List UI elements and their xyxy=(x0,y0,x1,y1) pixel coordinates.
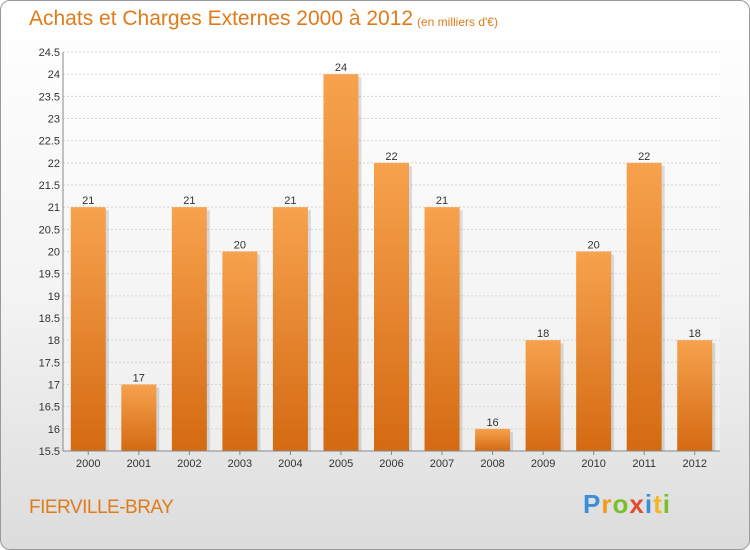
bar-value-label: 20 xyxy=(234,240,246,252)
bar-2003 xyxy=(222,251,258,451)
x-tick-label: 2006 xyxy=(379,458,403,470)
x-tick-label: 2004 xyxy=(278,458,302,470)
logo-letter: P xyxy=(583,489,602,519)
x-tick-label: 2005 xyxy=(329,458,353,470)
bar-value-label: 21 xyxy=(436,195,448,207)
logo-letter: x xyxy=(629,489,645,519)
bar-value-label: 18 xyxy=(537,328,549,340)
bar-2011 xyxy=(626,162,662,452)
bar-value-label: 22 xyxy=(638,151,650,163)
bar-2008 xyxy=(475,428,511,451)
y-tick-label: 24.5 xyxy=(39,47,60,59)
logo-letter: o xyxy=(612,489,630,519)
bar-value-label: 20 xyxy=(588,240,600,252)
bar-2002 xyxy=(171,207,207,451)
bar-2005 xyxy=(323,74,359,452)
y-axis-ticks: 15.5 16 16.5 17 17.5 18 18.5 19 19.5 20 20.5 21 21.5… xyxy=(39,47,60,458)
logo-letter: i xyxy=(644,489,654,519)
bar-2006 xyxy=(374,162,409,452)
y-tick-label: 22.5 xyxy=(39,136,60,148)
y-tick-label: 17.5 xyxy=(39,357,60,369)
bar-value-label: 17 xyxy=(133,373,145,385)
bar-value-label: 22 xyxy=(385,151,397,163)
y-tick-label: 18.5 xyxy=(39,313,60,325)
bar-value-label: 21 xyxy=(183,195,195,207)
y-tick-label: 22 xyxy=(48,158,60,170)
bar-2012 xyxy=(677,340,713,451)
x-tick-label: 2001 xyxy=(127,458,151,470)
y-tick-label: 23.5 xyxy=(39,91,60,103)
bar-2000 xyxy=(70,207,106,451)
x-tick-label: 2008 xyxy=(480,458,504,470)
y-tick-label: 23 xyxy=(48,114,60,126)
x-tick-label: 2010 xyxy=(581,458,605,470)
bar-value-label: 18 xyxy=(689,328,701,340)
x-tick-label: 2012 xyxy=(682,458,706,470)
x-tick-label: 2009 xyxy=(531,458,555,470)
chart-unit: (en milliers d'€) xyxy=(417,15,498,29)
y-tick-label: 20 xyxy=(48,247,60,259)
y-tick-label: 21.5 xyxy=(39,180,60,192)
y-tick-label: 21 xyxy=(48,202,60,214)
bar-2001 xyxy=(121,384,157,451)
bar-value-label: 21 xyxy=(284,195,296,207)
x-axis-ticks: 2000 2001 2002 2003 2004 2005 2006 2007 2008 2009… xyxy=(76,451,707,470)
x-tick-label: 2003 xyxy=(228,458,252,470)
proxiti-logo: Proxiti xyxy=(583,489,671,520)
y-tick-label: 18 xyxy=(48,335,60,347)
y-tick-label: 24 xyxy=(48,69,60,81)
bar-value-label: 21 xyxy=(82,195,94,207)
logo-letter: r xyxy=(601,489,613,519)
bar-value-label: 24 xyxy=(335,62,347,74)
x-tick-label: 2000 xyxy=(76,458,100,470)
x-tick-label: 2011 xyxy=(632,458,656,470)
y-tick-label: 16.5 xyxy=(39,402,60,414)
bar-2004 xyxy=(272,207,308,451)
logo-letter: t xyxy=(653,489,663,519)
x-tick-label: 2007 xyxy=(430,458,454,470)
y-tick-label: 20.5 xyxy=(39,224,60,236)
bars: 21 17 21 20 21 24 22 21 16 18 20 22 18 xyxy=(70,62,716,452)
bar-2009 xyxy=(525,340,561,451)
y-tick-label: 19 xyxy=(48,291,60,303)
logo-letter: i xyxy=(662,489,671,519)
y-tick-label: 19.5 xyxy=(39,269,60,281)
chart-title: Achats et Charges Externes 2000 à 2012 xyxy=(29,7,414,30)
bar-2010 xyxy=(576,251,612,451)
y-tick-label: 16 xyxy=(48,424,60,436)
commune-name: FIERVILLE-BRAY xyxy=(29,497,174,518)
x-tick-label: 2002 xyxy=(177,458,201,470)
bar-value-label: 16 xyxy=(486,417,498,429)
y-tick-label: 17 xyxy=(48,380,60,392)
bar-2007 xyxy=(424,207,460,451)
y-tick-label: 15.5 xyxy=(39,446,60,458)
